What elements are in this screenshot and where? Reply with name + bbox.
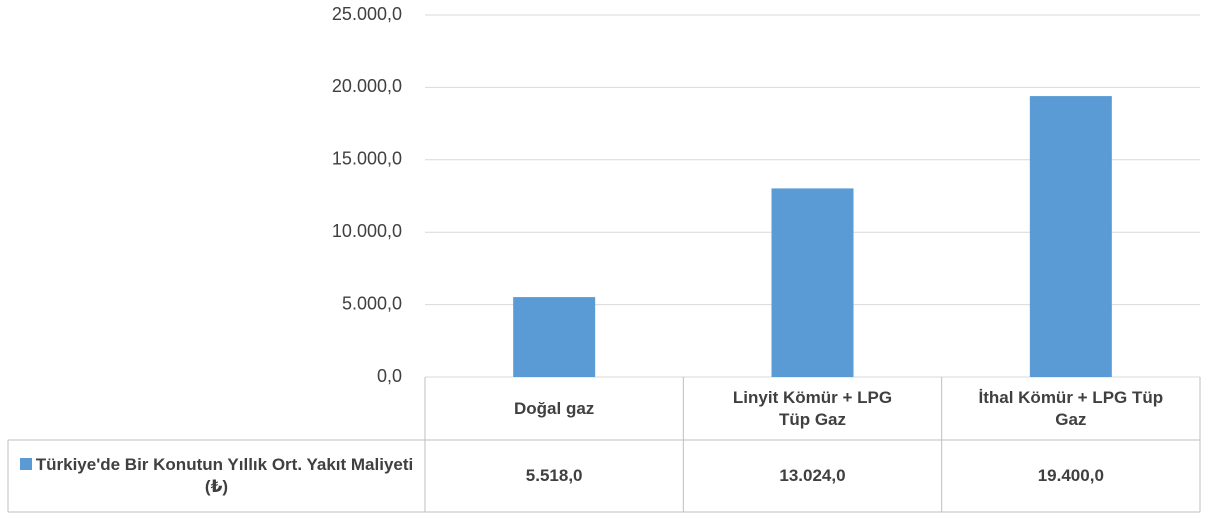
y-tick-label: 20.000,0	[332, 76, 402, 96]
x-tick-label: Linyit Kömür + LPG Tüp Gaz	[732, 387, 893, 429]
bar	[513, 297, 596, 377]
x-tick-label: İthal Kömür + LPG Tüp Gaz	[978, 387, 1164, 429]
y-tick-label: 25.000,0	[332, 4, 402, 24]
x-tick-label-cell: Linyit Kömür + LPG Tüp Gaz	[683, 377, 941, 440]
y-tick-label: 10.000,0	[332, 221, 402, 241]
data-table-cell: 19.400,0	[942, 440, 1200, 512]
data-label: 13.024,0	[779, 466, 846, 485]
data-label: 5.518,0	[525, 466, 583, 485]
x-tick-label-cell: Doğal gaz	[425, 377, 683, 440]
bar	[1029, 96, 1112, 377]
legend-swatch	[19, 458, 32, 470]
data-table-cell: 13.024,0	[683, 440, 941, 512]
data-label: 19.400,0	[1037, 466, 1104, 485]
y-tick-label: 15.000,0	[332, 149, 402, 169]
x-tick-label: Doğal gaz	[514, 398, 595, 418]
legend-entry: Türkiye'de Bir Konutun Yıllık Ort. Yakıt…	[14, 454, 419, 498]
y-tick-label: 0,0	[377, 366, 402, 386]
legend-cell: Türkiye'de Bir Konutun Yıllık Ort. Yakıt…	[8, 440, 425, 512]
data-table-cell: 5.518,0	[425, 440, 683, 512]
x-tick-label-cell: İthal Kömür + LPG Tüp Gaz	[942, 377, 1200, 440]
legend-label: Türkiye'de Bir Konutun Yıllık Ort. Yakıt…	[35, 455, 414, 496]
bar	[771, 188, 854, 377]
y-tick-label: 5.000,0	[342, 293, 402, 313]
